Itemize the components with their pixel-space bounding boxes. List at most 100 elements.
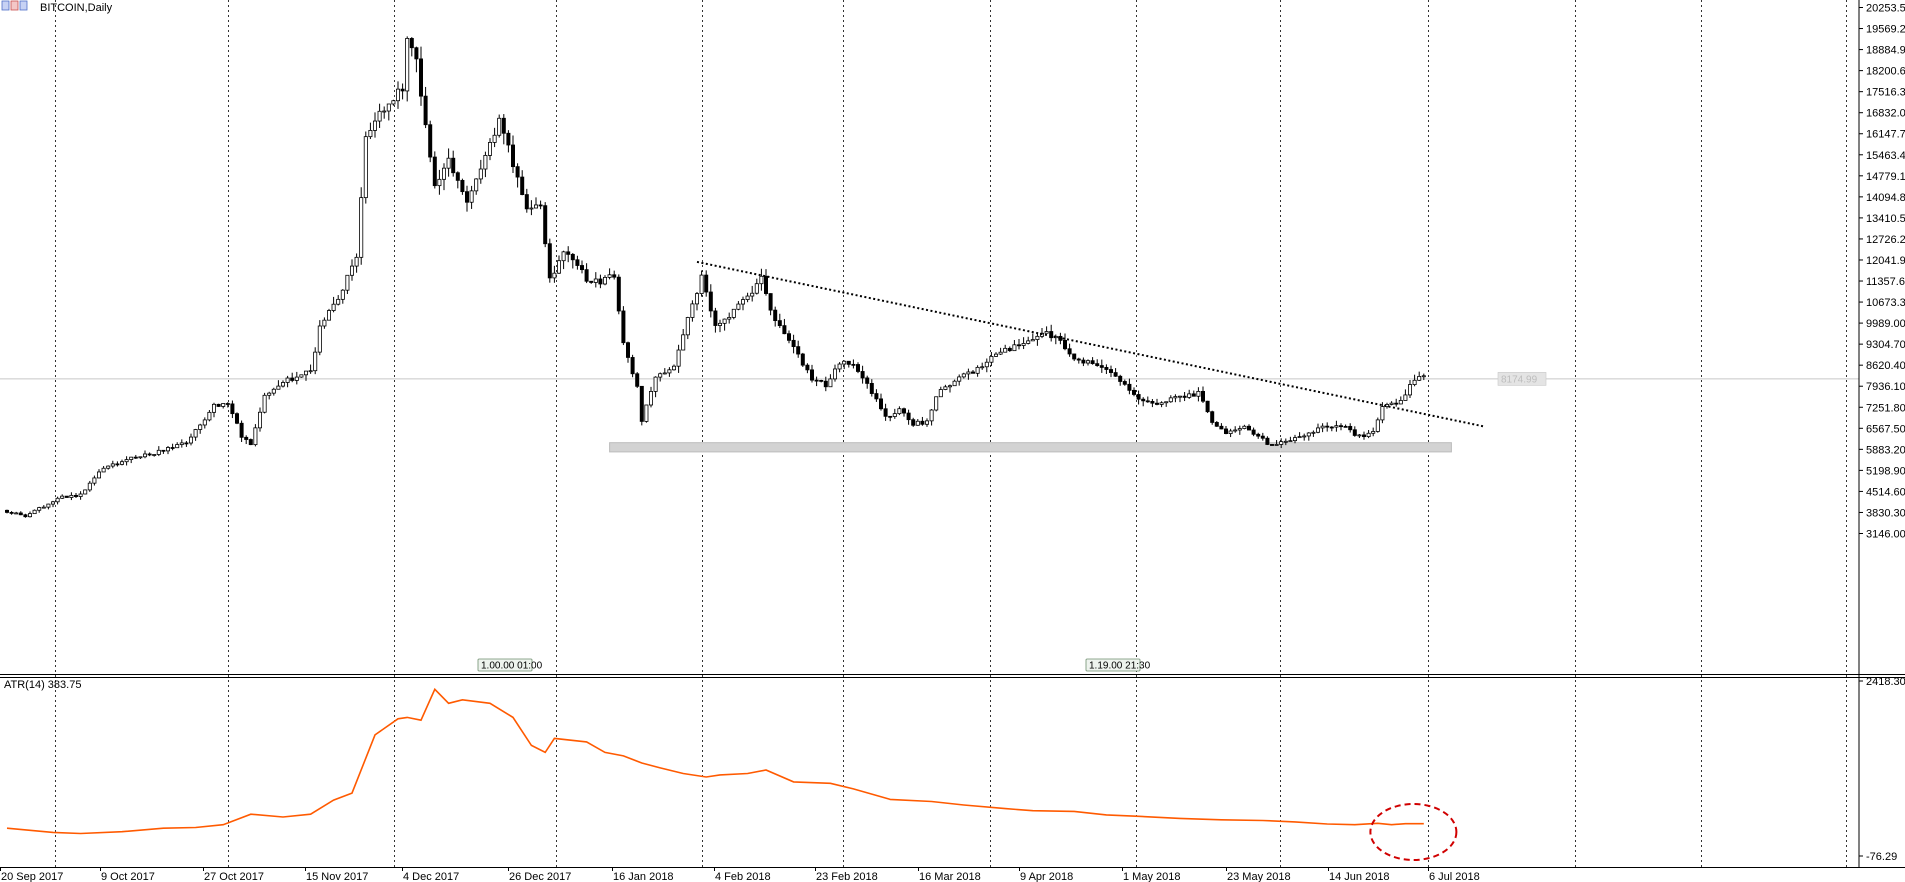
candle-body: [1237, 428, 1242, 431]
candle-body: [869, 383, 874, 394]
candle: [152, 453, 157, 457]
candle-body: [432, 156, 437, 187]
candle-body: [856, 364, 861, 372]
candle-body: [1067, 348, 1072, 355]
candle-body: [142, 453, 147, 458]
candle: [998, 347, 1003, 355]
candle-body: [994, 353, 999, 357]
candle: [483, 151, 488, 178]
candle: [1412, 374, 1417, 387]
candle-body: [428, 124, 433, 158]
candle-body: [718, 322, 723, 326]
candle-body: [842, 360, 847, 365]
price-tick-label: 9989.00: [1866, 318, 1905, 330]
candle-body: [975, 366, 980, 374]
candle: [1311, 430, 1316, 437]
candle: [644, 404, 649, 423]
candle-body: [372, 120, 377, 131]
candle-body: [386, 103, 391, 112]
candle-body: [616, 276, 621, 312]
candle: [1067, 343, 1072, 357]
price-tick-label: 14094.80: [1866, 192, 1905, 204]
candle: [897, 406, 902, 416]
candle-body: [423, 95, 428, 126]
date-tick-label: 23 Feb 2018: [816, 871, 878, 882]
candle-body: [156, 449, 161, 455]
candle-body: [865, 377, 870, 384]
candle: [290, 372, 295, 383]
date-tick-label: 1 May 2018: [1123, 871, 1180, 882]
candle: [1168, 395, 1173, 403]
candle: [800, 352, 805, 367]
candle-body: [897, 408, 902, 415]
candle-body: [1086, 360, 1091, 364]
candle: [1159, 401, 1164, 408]
candle-body: [690, 303, 695, 318]
candle-body: [961, 373, 966, 378]
candle: [207, 410, 212, 422]
event-marker: 1.19.00 21:30: [1085, 658, 1151, 672]
candle-body: [64, 495, 69, 498]
candle-body: [1329, 426, 1334, 429]
candle: [1348, 423, 1353, 433]
candle-body: [1233, 429, 1238, 432]
candle: [593, 272, 598, 288]
candle-body: [1288, 440, 1293, 443]
candle: [851, 359, 856, 369]
candle: [1320, 423, 1325, 433]
candle-body: [759, 275, 764, 285]
candle-body: [69, 494, 74, 498]
date-tick-label: 23 May 2018: [1227, 871, 1291, 882]
candle-body: [152, 454, 157, 456]
date-tick-label: 16 Mar 2018: [919, 871, 981, 882]
price-tick-label: 13410.50: [1866, 213, 1905, 225]
candle-body: [902, 408, 907, 414]
candle-body: [437, 178, 442, 187]
candle: [1325, 422, 1330, 432]
candle: [276, 380, 281, 390]
candle-body: [120, 461, 125, 465]
candle-body: [60, 495, 65, 499]
candle-body: [727, 317, 732, 320]
candle: [395, 81, 400, 109]
candle-body: [1334, 425, 1339, 428]
candle: [354, 253, 359, 273]
candle: [285, 375, 290, 388]
candle-body: [1362, 434, 1367, 438]
candle-body: [221, 403, 226, 407]
candle-body: [1017, 344, 1022, 347]
candle-body: [750, 292, 755, 297]
candle-body: [731, 308, 736, 318]
candle-body: [929, 409, 934, 422]
candle-body: [1196, 390, 1201, 397]
price-tick-label: 15463.40: [1866, 150, 1905, 162]
candle: [257, 407, 262, 432]
candle: [418, 46, 423, 106]
price-marker-label: 8174.99: [1497, 372, 1547, 386]
candle-body: [400, 88, 405, 92]
candle: [225, 402, 230, 408]
candle-body: [1293, 437, 1298, 442]
candle-body: [773, 309, 778, 321]
event-marker-label: 1.19.00 21:30: [1089, 661, 1151, 672]
candle-body: [658, 373, 663, 378]
candle-body: [1113, 372, 1118, 377]
candle-body: [340, 289, 345, 300]
candle: [193, 428, 198, 441]
candle-body: [97, 471, 102, 479]
candle: [409, 37, 414, 57]
candle-body: [1178, 395, 1183, 398]
candle: [69, 492, 74, 501]
candle: [1329, 426, 1334, 432]
candle: [1182, 391, 1187, 402]
candle-body: [1095, 363, 1100, 366]
candle-body: [32, 509, 37, 515]
candle: [359, 187, 364, 265]
candle: [1076, 357, 1081, 364]
price-tick-label: 8620.40: [1866, 360, 1905, 372]
candle-body: [202, 419, 207, 426]
price-tick-label: 5198.90: [1866, 465, 1905, 477]
price-tick-label: 12726.20: [1866, 234, 1905, 246]
candle: [1233, 426, 1238, 433]
candle-body: [796, 346, 801, 355]
